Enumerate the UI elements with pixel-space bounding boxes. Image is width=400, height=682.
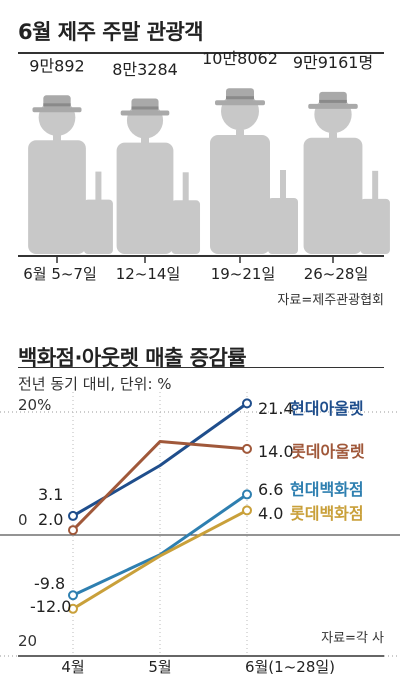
figure-hat-band [226,96,254,100]
y-tick-label-zero: 0 [18,511,28,529]
figure-suitcase [171,200,201,254]
tourist-category-label-1: 12~14일 [116,265,181,283]
sales-source: 자료=각 사 [321,631,384,646]
y-tick-label-top: 20% [18,396,51,414]
series-end-value-2: 6.6 [258,480,283,499]
figure-body [303,137,363,254]
series-point-1-2 [242,443,252,454]
series-name-label-0: 현대아울렛 [290,399,364,418]
series-name-label-1: 롯데아울렛 [291,442,365,461]
tourist-chart: 9만892 8만3284 10만8062 9만9161명 6월 5~7일 12~14일 19… [18,49,390,308]
figure-suitcase-handle [372,170,379,201]
series-name-label-3: 롯데백화점 [290,504,364,523]
figure-hat-band [319,99,347,103]
tourist-figure-1 [116,98,201,254]
figure-body [210,135,270,254]
figure-suitcase-handle [280,170,286,200]
figure-suitcase [268,198,298,254]
tourist-value-label-0: 9만892 [29,57,84,76]
figure-hat-brim [32,107,82,113]
series-line-3 [72,509,248,611]
series-start-label-0: 3.1 [38,485,63,504]
series-point-1-0 [68,525,78,536]
tourist-value-label-2: 10만8062 [202,49,278,68]
series-start-label-2: -9.8 [34,574,65,593]
y-tick-label-bottom: 20 [18,632,37,650]
tourist-category-label-0: 6월 5~7일 [23,265,97,283]
figure-suitcase [83,199,113,254]
tourist-figure-2 [210,88,298,254]
sales-category-label-2: 6월(1~28일) [245,658,335,676]
sales-category-label-0: 4월 [61,658,84,676]
figure-hat-band [43,103,71,107]
series-line-1 [71,440,248,532]
tourist-category-label-3: 26~28일 [304,265,369,283]
figure-neck [53,135,61,144]
tourist-source: 자료=제주관광협회 [277,293,384,308]
figure-body [28,140,86,254]
tourist-figure-0 [28,95,113,254]
series-end-value-0: 21.4 [258,399,294,418]
figure-hat-brim [215,100,265,106]
chart-subtitle-sales: 전년 동기 대비, 단위: % [18,375,172,393]
figure-neck [236,129,244,139]
series-point-2-2 [242,489,252,500]
figure-hat-band [131,106,159,110]
figure-hat-brim [120,110,170,116]
tourist-category-label-2: 19~21일 [211,265,276,283]
series-start-label-1: 2.0 [38,510,63,529]
title-rule-sales [18,367,384,368]
figure-suitcase-handle [95,171,102,202]
series-start-label-3: -12.0 [30,597,71,616]
figure-body [116,142,174,254]
tourist-value-label-1: 8만3284 [112,60,178,79]
figure-hat-brim [308,103,358,109]
series-point-0-0 [68,510,78,521]
tourist-value-label-3: 9만9161명 [293,53,373,72]
chart-title-sales: 백화점·아웃렛 매출 증감률 [18,346,247,370]
series-name-label-2: 현대백화점 [290,480,364,499]
chart-title-tourists: 6월 제주 주말 관광객 [18,20,204,44]
series-end-value-3: 4.0 [258,504,283,523]
tourist-figure-3 [303,91,390,254]
series-point-3-0 [68,603,78,614]
series-end-value-1: 14.0 [258,442,294,461]
sales-category-label-1: 5월 [148,658,171,676]
series-point-3-2 [242,505,252,516]
figure-suitcase-handle [182,172,189,203]
series-point-0-2 [242,398,252,409]
title-rule-tourists [18,52,384,54]
figure-suitcase [360,198,390,254]
figure-neck [141,137,149,146]
series-point-2-0 [68,590,78,601]
figure-neck [329,132,337,142]
